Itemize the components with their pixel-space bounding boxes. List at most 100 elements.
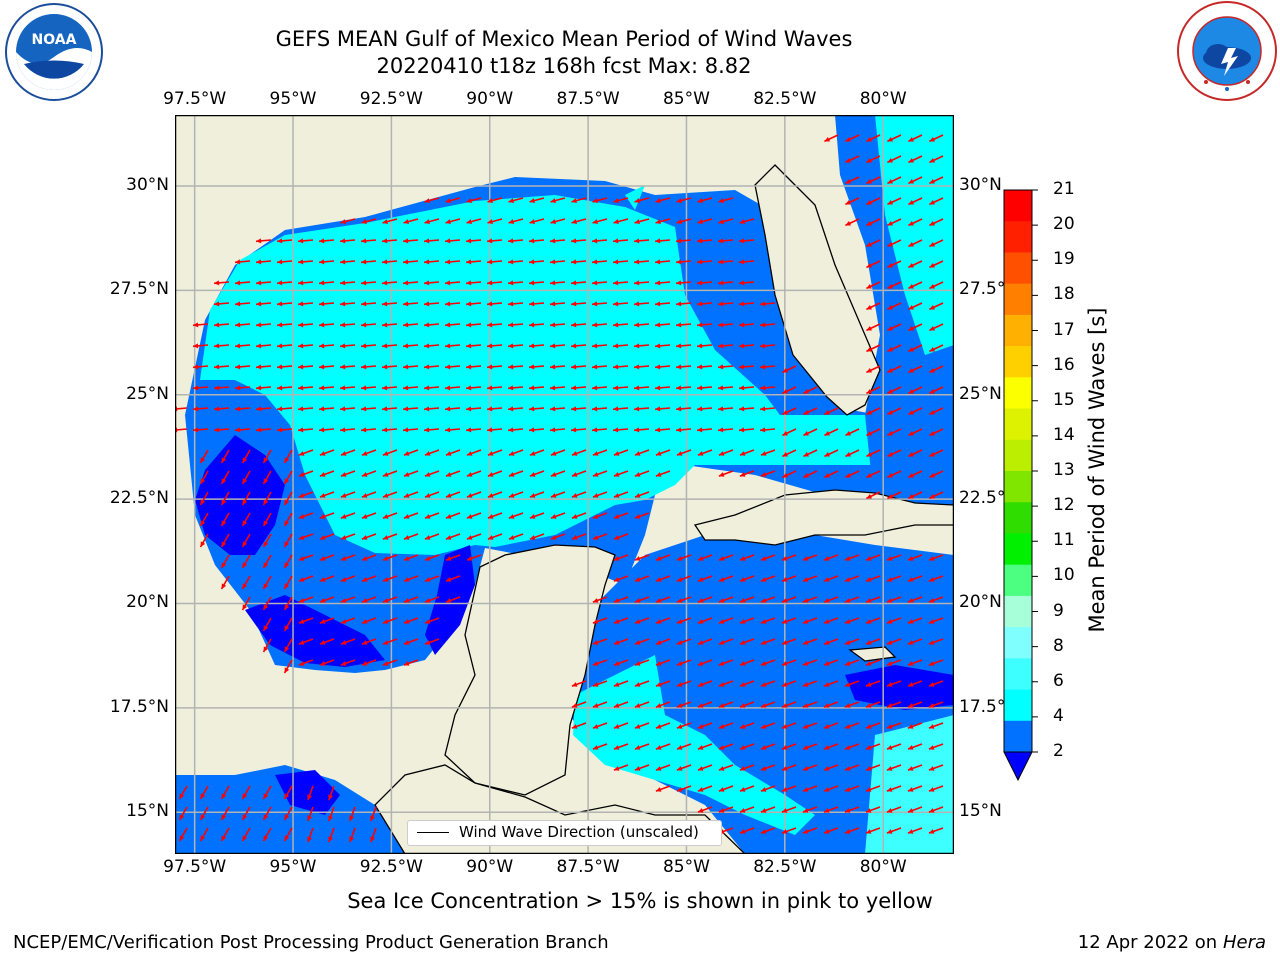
cuba bbox=[693, 489, 954, 546]
wave-direction-arrow bbox=[549, 343, 566, 349]
lon-label-top: 80°W bbox=[859, 89, 907, 109]
wave-direction-arrow bbox=[655, 680, 671, 687]
wave-direction-arrow bbox=[781, 806, 797, 813]
colorbar-tick-label: 11 bbox=[1053, 530, 1075, 551]
wave-direction-arrow bbox=[865, 596, 881, 603]
wave-direction-arrow bbox=[718, 743, 734, 750]
wave-direction-arrow bbox=[908, 344, 923, 353]
wave-direction-arrow bbox=[528, 259, 545, 265]
wave-direction-arrow bbox=[929, 218, 944, 227]
colorbar-segment bbox=[1004, 377, 1032, 410]
colorbar-segment bbox=[1004, 346, 1032, 378]
wave-direction-arrow bbox=[824, 134, 839, 143]
colorbar-segment bbox=[1004, 595, 1032, 628]
wave-direction-arrow bbox=[907, 680, 923, 687]
wave-direction-arrow bbox=[676, 596, 692, 603]
wave-direction-arrow bbox=[613, 575, 629, 582]
lat-label-left: 20°N bbox=[126, 592, 169, 613]
wave-direction-arrow bbox=[697, 743, 713, 750]
wave-direction-arrow bbox=[444, 343, 461, 349]
lat-label-right: 20°N bbox=[959, 592, 1002, 613]
wave-direction-arrow bbox=[866, 218, 881, 227]
wave-direction-arrow bbox=[445, 596, 461, 603]
wave-direction-arrow bbox=[529, 512, 545, 519]
wave-direction-arrow bbox=[339, 238, 356, 244]
colorbar-segment bbox=[1004, 564, 1032, 597]
wave-direction-arrow bbox=[823, 806, 839, 813]
wave-direction-arrow bbox=[676, 449, 692, 456]
wave-direction-arrow bbox=[655, 554, 671, 561]
wave-direction-arrow bbox=[298, 638, 314, 645]
wave-direction-arrow bbox=[283, 617, 293, 632]
wave-direction-arrow bbox=[760, 470, 776, 477]
wave-direction-arrow bbox=[192, 322, 209, 328]
wave-direction-arrow bbox=[634, 554, 650, 561]
wave-direction-arrow bbox=[634, 449, 650, 456]
wave-direction-arrow bbox=[887, 323, 902, 332]
wave-direction-arrow bbox=[382, 659, 398, 666]
wave-direction-arrow bbox=[360, 259, 377, 265]
wave-direction-arrow bbox=[424, 617, 440, 624]
wave-direction-arrow bbox=[697, 617, 713, 624]
wave-direction-arrow bbox=[241, 512, 251, 527]
wave-direction-arrow bbox=[675, 259, 692, 265]
colorbar-tick-label: 8 bbox=[1053, 635, 1064, 656]
wave-direction-arrow bbox=[886, 596, 902, 603]
wave-direction-arrow bbox=[423, 238, 440, 244]
wave-direction-arrow bbox=[634, 512, 650, 519]
wave-direction-arrow bbox=[381, 364, 398, 370]
wave-direction-arrow bbox=[220, 470, 230, 485]
wave-direction-arrow bbox=[865, 554, 881, 561]
wave-direction-arrow bbox=[382, 596, 398, 603]
wave-direction-arrow bbox=[908, 470, 923, 479]
wave-direction-arrow bbox=[340, 470, 356, 477]
wave-direction-arrow bbox=[276, 259, 293, 265]
wave-direction-arrow bbox=[612, 427, 629, 433]
wave-direction-arrow bbox=[529, 197, 545, 204]
wave-direction-arrow bbox=[718, 785, 734, 792]
wave-direction-arrow bbox=[718, 575, 734, 582]
wave-direction-arrow bbox=[361, 512, 377, 519]
wave-direction-arrow bbox=[634, 596, 650, 603]
wave-direction-arrow bbox=[907, 701, 923, 708]
legend-text: Wind Wave Direction (unscaled) bbox=[459, 823, 699, 841]
wave-direction-arrow bbox=[487, 470, 503, 477]
wave-direction-arrow bbox=[486, 301, 503, 307]
colorbar-segment bbox=[1004, 533, 1032, 566]
wave-direction-arrow bbox=[319, 575, 335, 582]
wave-direction-arrow bbox=[423, 427, 440, 433]
wave-direction-arrow bbox=[381, 238, 398, 244]
wave-direction-arrow bbox=[444, 427, 461, 433]
wave-direction-arrow bbox=[718, 218, 734, 225]
wave-direction-arrow bbox=[487, 512, 503, 519]
noaa-logo: NOAA bbox=[5, 3, 103, 101]
wave-direction-arrow bbox=[403, 449, 419, 456]
wave-direction-arrow bbox=[866, 155, 881, 164]
colorbar-extend-min bbox=[1003, 751, 1033, 782]
wave-direction-arrow bbox=[307, 806, 314, 822]
wave-direction-arrow bbox=[718, 806, 734, 813]
wave-direction-arrow bbox=[676, 701, 692, 708]
wave-direction-arrow bbox=[234, 301, 251, 307]
wave-direction-arrow bbox=[340, 617, 356, 624]
colorbar-segment bbox=[1004, 720, 1032, 753]
wave-direction-arrow bbox=[592, 470, 608, 477]
wave-direction-arrow bbox=[318, 427, 335, 433]
wave-direction-arrow bbox=[613, 743, 629, 750]
wave-direction-arrow bbox=[319, 512, 335, 519]
wave-direction-arrow bbox=[403, 596, 419, 603]
wave-direction-arrow bbox=[307, 827, 314, 843]
wave-direction-arrow bbox=[887, 491, 902, 500]
wave-direction-arrow bbox=[276, 385, 293, 391]
wave-direction-arrow bbox=[781, 575, 797, 582]
wave-direction-arrow bbox=[234, 343, 251, 349]
wave-direction-arrow bbox=[297, 238, 314, 244]
wave-direction-arrow bbox=[738, 322, 755, 328]
wave-direction-arrow bbox=[283, 533, 293, 548]
wave-direction-arrow bbox=[612, 322, 629, 328]
lat-label-right: 25°N bbox=[959, 383, 1002, 404]
wave-direction-arrow bbox=[262, 470, 272, 485]
wave-direction-arrow bbox=[718, 554, 734, 561]
wave-direction-arrow bbox=[739, 617, 755, 624]
wave-direction-arrow bbox=[908, 428, 923, 437]
